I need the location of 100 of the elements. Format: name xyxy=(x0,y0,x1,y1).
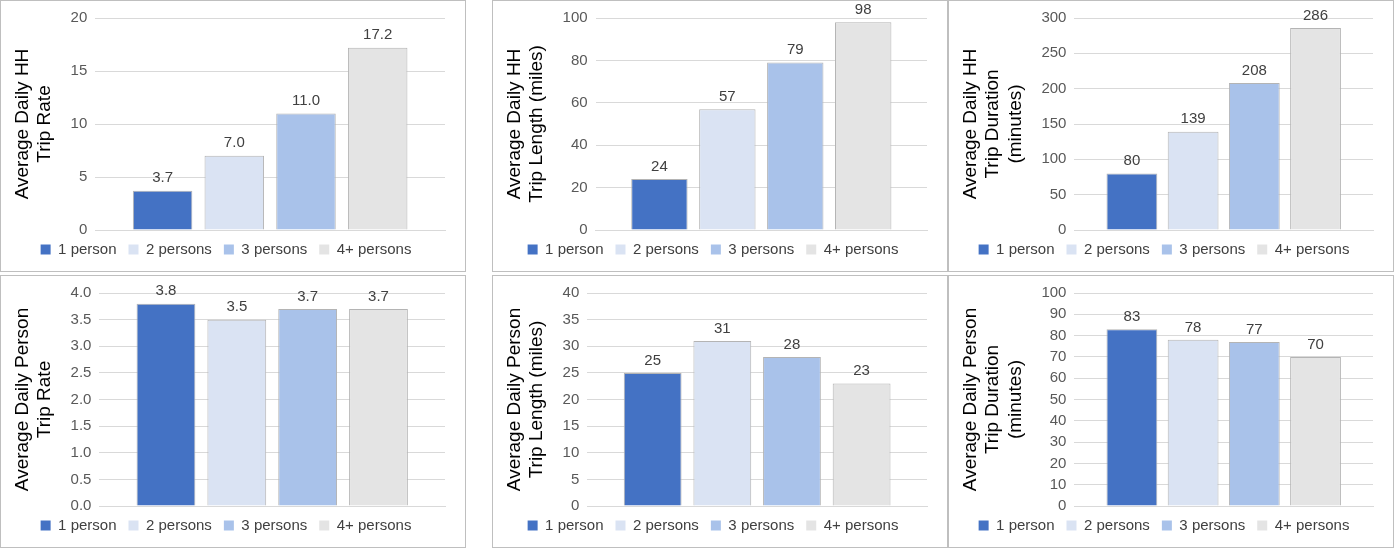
y-tick-label: 100 xyxy=(1041,283,1067,301)
y-tick-label: 40 xyxy=(1049,410,1067,428)
legend-label: 2 persons xyxy=(146,239,212,257)
y-tick-label: 0 xyxy=(570,496,580,514)
legend-label: 3 persons xyxy=(728,515,795,533)
legend-label: 1 person xyxy=(58,515,117,533)
legend-label: 4+ persons xyxy=(336,239,412,257)
data-label: 24 xyxy=(651,156,668,174)
y-tick-label: 80 xyxy=(570,50,588,68)
y-tick-label: 60 xyxy=(1049,368,1067,386)
y-tick-label: 0 xyxy=(78,220,88,238)
y-axis-title: Average Daily Person Trip Length (miles) xyxy=(502,307,547,492)
y-tick-label: 100 xyxy=(562,8,588,26)
legend-label: 3 persons xyxy=(1179,515,1246,533)
data-label: 208 xyxy=(1241,60,1267,78)
legend-label: 3 persons xyxy=(241,515,308,533)
y-tick-label: 20 xyxy=(570,177,588,195)
y-axis-title: Average Daily HH Trip Rate xyxy=(10,48,55,200)
data-label: 77 xyxy=(1245,319,1263,337)
data-label: 25 xyxy=(644,350,662,368)
data-label: 3.8 xyxy=(155,281,177,299)
data-label: 98 xyxy=(854,0,872,17)
y-tick-label: 80 xyxy=(1049,325,1067,343)
y-tick-label: 2.5 xyxy=(70,363,92,381)
y-tick-label: 1.5 xyxy=(70,416,92,434)
data-label: 83 xyxy=(1123,306,1141,324)
y-tick-label: 3.5 xyxy=(70,309,92,327)
data-label: 3.7 xyxy=(368,286,389,304)
y-tick-label: 30 xyxy=(562,336,580,354)
data-label: 31 xyxy=(713,318,731,336)
y-tick-label: 20 xyxy=(562,389,580,407)
y-axis-title: Average Daily Person Trip Rate xyxy=(10,307,55,492)
y-tick-label: 5 xyxy=(570,469,580,487)
data-label: 139 xyxy=(1180,109,1206,127)
y-tick-label: 0 xyxy=(1058,496,1067,514)
legend-label: 3 persons xyxy=(728,239,795,257)
y-tick-label: 90 xyxy=(1049,304,1067,322)
y-tick-label: 0 xyxy=(1058,220,1067,238)
data-label: 70 xyxy=(1307,334,1324,352)
data-label: 3.7 xyxy=(152,168,174,186)
y-tick-label: 70 xyxy=(1049,347,1067,365)
data-label: 57 xyxy=(719,86,736,104)
y-tick-label: 40 xyxy=(562,283,580,301)
legend-label: 2 persons xyxy=(633,515,699,533)
y-tick-label: 10 xyxy=(562,442,580,460)
y-tick-label: 20 xyxy=(70,8,88,26)
data-label: 7.0 xyxy=(223,133,245,151)
y-axis-title: Average Daily HH Trip Length (miles) xyxy=(502,45,547,203)
y-tick-label: 30 xyxy=(1049,432,1067,450)
y-tick-label: 0.5 xyxy=(70,469,92,487)
y-tick-label: 35 xyxy=(562,309,580,327)
y-tick-label: 15 xyxy=(562,416,580,434)
legend-label: 1 person xyxy=(545,515,604,533)
y-tick-label: 150 xyxy=(1041,114,1067,132)
y-tick-label: 40 xyxy=(570,135,588,153)
legend-label: 1 person xyxy=(996,515,1055,533)
legend-label: 4+ persons xyxy=(336,515,412,533)
data-label: 11.0 xyxy=(291,91,321,109)
y-tick-label: 60 xyxy=(570,92,588,110)
legend-label: 3 persons xyxy=(1179,239,1246,257)
data-label: 286 xyxy=(1303,5,1329,23)
y-tick-label: 300 xyxy=(1041,8,1067,26)
y-tick-label: 0 xyxy=(579,220,588,238)
legend-label: 2 persons xyxy=(1084,515,1150,533)
legend-label: 4+ persons xyxy=(1274,515,1350,533)
legend-label: 2 persons xyxy=(146,515,212,533)
legend-label: 4+ persons xyxy=(1274,239,1350,257)
data-label: 80 xyxy=(1123,151,1141,169)
y-tick-label: 0.0 xyxy=(70,496,92,514)
data-label: 23 xyxy=(853,361,870,379)
y-tick-label: 1.0 xyxy=(70,442,92,460)
y-tick-label: 10 xyxy=(70,114,88,132)
legend-label: 1 person xyxy=(996,239,1055,257)
data-label: 3.7 xyxy=(297,286,319,304)
y-tick-label: 10 xyxy=(1049,474,1067,492)
y-tick-label: 4.0 xyxy=(70,283,92,301)
y-tick-label: 100 xyxy=(1041,149,1067,167)
y-tick-label: 20 xyxy=(1049,453,1067,471)
y-axis-title: Average Daily Person Trip Duration (minutes) xyxy=(958,307,1026,492)
y-tick-label: 200 xyxy=(1041,78,1067,96)
y-tick-label: 50 xyxy=(1049,389,1067,407)
legend-label: 3 persons xyxy=(241,239,308,257)
legend-label: 2 persons xyxy=(1084,239,1150,257)
legend-label: 2 persons xyxy=(633,239,699,257)
data-label: 3.5 xyxy=(226,297,248,315)
data-label: 79 xyxy=(786,40,804,58)
y-tick-label: 3.0 xyxy=(70,336,92,354)
data-label: 78 xyxy=(1184,317,1202,335)
y-axis-title: Average Daily HH Trip Duration (minutes) xyxy=(958,48,1026,200)
legend-label: 1 person xyxy=(545,239,604,257)
y-tick-label: 2.0 xyxy=(70,389,92,407)
data-label: 28 xyxy=(783,334,801,352)
legend-label: 4+ persons xyxy=(823,239,899,257)
legend-label: 4+ persons xyxy=(823,515,899,533)
y-tick-label: 5 xyxy=(78,167,88,185)
y-tick-label: 15 xyxy=(70,61,88,79)
y-tick-label: 25 xyxy=(562,363,580,381)
legend-label: 1 person xyxy=(58,239,117,257)
y-tick-label: 50 xyxy=(1049,184,1067,202)
data-label: 17.2 xyxy=(363,25,393,43)
